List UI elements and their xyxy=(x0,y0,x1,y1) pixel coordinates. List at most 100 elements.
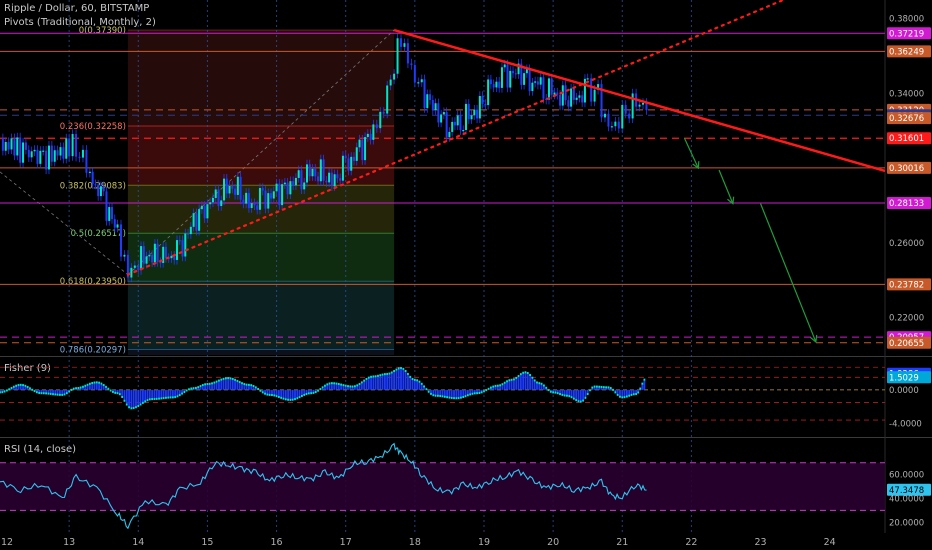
fisher-bar xyxy=(559,389,561,395)
fisher-bar-tip xyxy=(485,389,488,392)
candle-body xyxy=(148,254,151,257)
fisher-bar-tip xyxy=(545,386,548,389)
fisher-bar-tip xyxy=(439,395,442,398)
fisher-bar xyxy=(489,387,492,390)
fisher-bar xyxy=(40,389,43,394)
candle-body xyxy=(170,255,173,259)
fisher-bar xyxy=(446,389,449,398)
candle-body xyxy=(297,170,300,178)
candle-body xyxy=(572,88,575,100)
fisher-bar-tip xyxy=(291,398,294,401)
candle-body xyxy=(176,240,178,260)
fisher-bar-tip xyxy=(543,384,545,387)
fisher-bar xyxy=(356,385,359,390)
fisher-bar xyxy=(250,385,253,390)
fisher-bar xyxy=(79,387,82,390)
candle-body xyxy=(344,155,347,159)
fisher-bar xyxy=(625,389,628,397)
fisher-bar xyxy=(635,389,637,395)
fisher-bar-tip xyxy=(630,393,633,396)
fisher-title: Fisher (9) xyxy=(4,363,51,374)
symbol-title: Ripple / Dollar, 60, BITSTAMP xyxy=(4,3,150,14)
fisher-bar xyxy=(443,389,446,397)
fisher-bar xyxy=(337,384,340,390)
candle-body xyxy=(517,63,520,75)
candle-body xyxy=(178,240,181,242)
fisher-bar-tip xyxy=(563,394,566,397)
fisher-bar-tip xyxy=(181,392,183,395)
fisher-bar xyxy=(208,383,211,390)
fisher-bar xyxy=(125,389,128,405)
fisher-bar-tip xyxy=(471,392,474,395)
fisher-bar xyxy=(91,383,94,390)
fisher-bar-tip xyxy=(319,388,322,391)
fisher-bar xyxy=(515,377,518,390)
candle-body xyxy=(75,134,78,157)
fisher-bar xyxy=(420,383,423,390)
fisher-bar xyxy=(169,389,172,398)
candle-body xyxy=(534,81,537,83)
candle-body xyxy=(198,209,201,231)
candle-body xyxy=(586,78,589,80)
candle-body xyxy=(142,246,145,264)
fisher-bar xyxy=(15,385,18,390)
candle-body xyxy=(234,188,237,195)
fisher-bar xyxy=(377,375,379,390)
fisher-bar-tip xyxy=(473,392,476,395)
fisher-bar xyxy=(586,389,589,395)
fisher-bar-tip xyxy=(515,376,518,379)
fisher-bar xyxy=(116,389,119,394)
candle-body xyxy=(607,113,610,127)
candle-body xyxy=(1,138,4,151)
fisher-bar xyxy=(220,379,223,390)
fisher-bar xyxy=(54,389,57,395)
rsi-tick-label: 20.0000 xyxy=(889,518,924,528)
fisher-bar xyxy=(264,389,266,394)
candle-body xyxy=(364,137,367,161)
fib-zone xyxy=(127,125,395,186)
fisher-bar-tip xyxy=(77,387,80,390)
fisher-bar-tip xyxy=(494,384,497,387)
candle-body xyxy=(30,151,33,158)
fisher-bar-tip xyxy=(275,395,278,398)
fisher-bar xyxy=(280,389,283,398)
fisher-bar xyxy=(174,389,177,398)
fisher-bar xyxy=(513,379,515,390)
candle-body xyxy=(570,88,573,107)
fisher-bar-tip xyxy=(321,386,324,389)
pivot-price-label: 0.30016 xyxy=(889,164,924,174)
fisher-bar-tip xyxy=(250,384,253,387)
fisher-bar xyxy=(579,389,582,402)
fisher-bar-tip xyxy=(289,398,292,401)
candle-body xyxy=(628,113,631,119)
fisher-bar-tip xyxy=(208,382,211,385)
candle-body xyxy=(214,189,217,198)
fisher-bar xyxy=(146,389,149,401)
fisher-bar xyxy=(321,387,324,390)
candle-body xyxy=(192,213,195,227)
fisher-bar xyxy=(598,386,601,390)
candle-body xyxy=(189,226,192,235)
fisher-bar xyxy=(307,389,310,394)
fisher-bar-tip xyxy=(185,389,188,392)
fisher-bar xyxy=(402,368,405,390)
fisher-bar-tip xyxy=(238,381,241,384)
fisher-bar-tip xyxy=(448,396,451,399)
candle-body xyxy=(156,243,159,262)
fisher-bar-tip xyxy=(602,386,605,389)
fisher-bar xyxy=(160,389,163,399)
fisher-bar-tip xyxy=(596,385,598,388)
fisher-bar-tip xyxy=(356,384,359,387)
fisher-bar-tip xyxy=(112,390,114,393)
candle-body xyxy=(437,103,440,123)
fisher-bar xyxy=(517,376,520,390)
candle-body xyxy=(600,84,603,118)
fisher-bar xyxy=(466,389,469,396)
fisher-bar-tip xyxy=(538,382,541,385)
fisher-bar-tip xyxy=(100,382,103,385)
fisher-bar-tip xyxy=(188,388,190,391)
fisher-bar-tip xyxy=(335,382,338,385)
fisher-bar xyxy=(563,389,566,396)
fisher-bar-tip xyxy=(273,394,276,397)
